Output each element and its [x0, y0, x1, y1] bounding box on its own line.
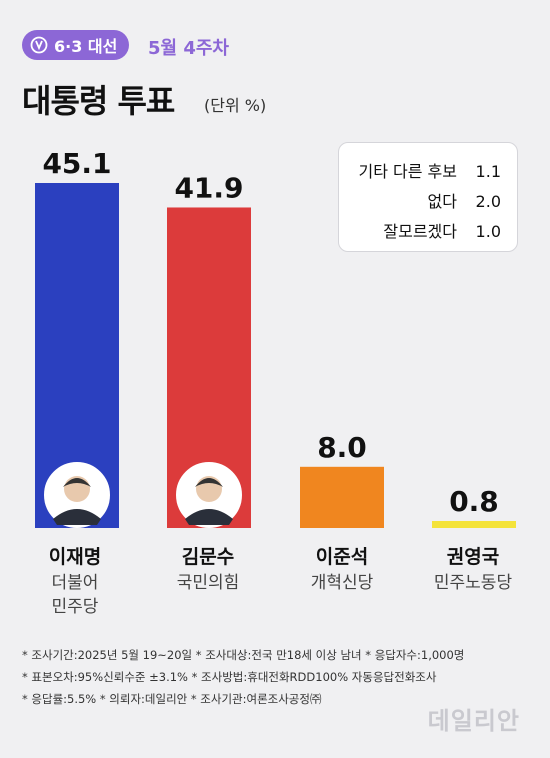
candidate-name: 김문수: [181, 546, 235, 568]
watermark-logo: 데일리안: [427, 707, 520, 735]
election-badge: 6·3 대선: [22, 30, 130, 60]
candidate-label-kim: 김문수 국민의힘: [148, 543, 268, 595]
candidate-name: 이재명: [48, 546, 102, 568]
other-label: 없다: [427, 192, 457, 211]
candidate-label-lee: 이재명 더불어 민주당: [15, 543, 135, 619]
other-row: 잘모르겠다 1.0: [349, 217, 501, 247]
party-name: 국민의힘: [176, 573, 240, 593]
vote-check-icon: [30, 36, 48, 54]
party-name: 민주노동당: [433, 573, 513, 593]
other-value: 1.0: [475, 222, 501, 241]
note-line: * 조사기간:2025년 5월 19~20일 * 조사대상:전국 만18세 이상…: [22, 648, 465, 662]
bar-3: [300, 466, 384, 528]
candidate-name: 권영국: [446, 546, 500, 568]
bar-4: [432, 521, 516, 528]
party-name: 개혁신당: [310, 573, 374, 593]
badge-label: 6·3 대선: [54, 37, 118, 56]
other-row: 없다 2.0: [349, 187, 501, 217]
candidate-photo-2: [176, 462, 242, 528]
other-label: 잘모르겠다: [383, 222, 457, 241]
candidate-photo-1: [44, 462, 110, 528]
other-row: 기타 다른 후보 1.1: [349, 157, 502, 187]
candidate-label-lee-jun: 이준석 개혁신당: [282, 543, 402, 595]
other-responses-box: 기타 다른 후보 1.1 없다 2.0 잘모르겠다 1.0: [338, 142, 518, 252]
party-name: 더불어: [51, 573, 99, 593]
candidate-label-kwon: 권영국 민주노동당: [413, 543, 533, 595]
page-title: 대통령 투표: [22, 82, 175, 120]
bar-value-label: 45.1: [42, 147, 111, 180]
survey-notes: * 조사기간:2025년 5월 19~20일 * 조사대상:전국 만18세 이상…: [22, 644, 464, 710]
unit-label: (단위 %): [204, 96, 267, 115]
bar-value-label: 8.0: [317, 431, 367, 464]
note-line: * 응답률:5.5% * 의뢰자:데일리안 * 조사기관:여론조사공정㈜: [22, 692, 322, 706]
other-label: 기타 다른 후보: [358, 162, 458, 181]
week-label: 5월 4주차: [148, 38, 229, 59]
candidate-name: 이준석: [315, 546, 369, 568]
other-value: 1.1: [475, 162, 501, 181]
note-line: * 표본오차:95%신뢰수준 ±3.1% * 조사방법:휴대전화RDD100% …: [22, 670, 437, 684]
bar-value-label: 0.8: [449, 485, 499, 518]
party-name: 민주당: [51, 597, 99, 617]
bar-value-label: 41.9: [174, 171, 243, 204]
other-value: 2.0: [475, 192, 501, 211]
